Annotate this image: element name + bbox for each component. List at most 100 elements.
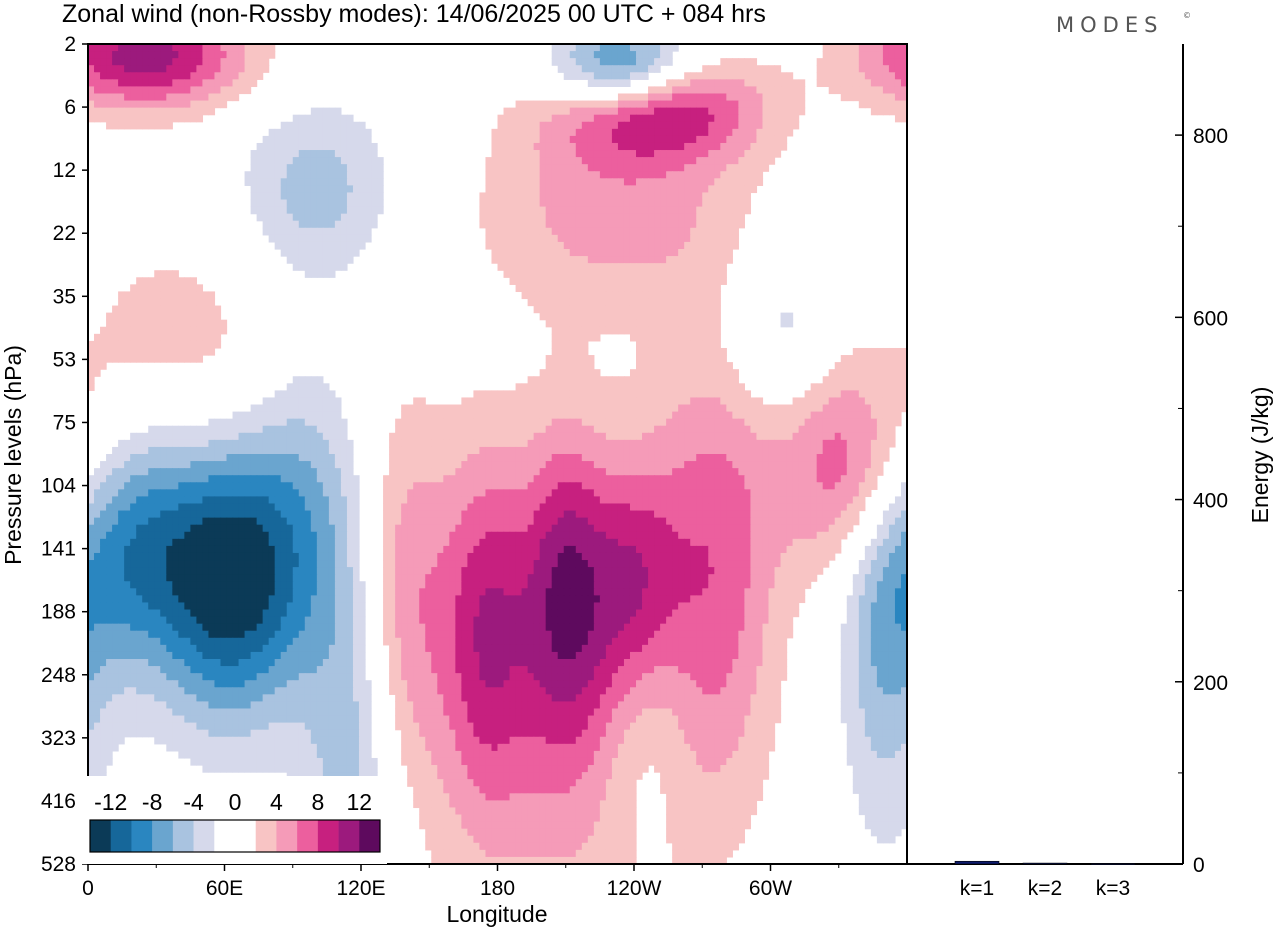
heatmap-cell bbox=[666, 227, 673, 236]
heatmap-cell bbox=[100, 482, 107, 490]
heatmap-cell bbox=[172, 461, 179, 469]
heatmap-cell bbox=[810, 404, 818, 413]
heatmap-cell bbox=[696, 263, 703, 271]
heatmap-cell bbox=[286, 503, 294, 512]
heatmap-cell bbox=[828, 496, 836, 505]
heatmap-cell bbox=[449, 475, 456, 483]
heatmap-cell bbox=[840, 468, 848, 476]
heatmap-cell bbox=[395, 425, 402, 434]
heatmap-cell bbox=[732, 376, 739, 384]
heatmap-cell bbox=[587, 142, 595, 151]
heatmap-cell bbox=[792, 425, 800, 434]
heatmap-cell bbox=[328, 425, 336, 434]
heatmap-cell bbox=[527, 185, 535, 194]
heatmap-cell bbox=[642, 305, 649, 314]
heatmap-cell bbox=[780, 439, 788, 448]
heatmap-cell bbox=[666, 333, 673, 342]
heatmap-cell bbox=[575, 489, 583, 498]
heatmap-cell bbox=[642, 411, 649, 420]
heatmap-cell bbox=[262, 461, 270, 469]
heatmap-cell bbox=[316, 468, 324, 476]
heatmap-cell bbox=[154, 340, 161, 349]
heatmap-cell bbox=[617, 439, 625, 448]
heatmap-cell bbox=[672, 199, 679, 208]
heatmap-cell bbox=[280, 135, 288, 144]
heatmap-cell bbox=[708, 425, 715, 434]
heatmap-cell bbox=[563, 185, 571, 194]
heatmap-cell bbox=[611, 425, 619, 434]
heatmap-cell bbox=[232, 475, 240, 483]
heatmap-cell bbox=[485, 439, 493, 448]
heatmap-cell bbox=[413, 496, 420, 505]
heatmap-cell bbox=[882, 355, 890, 363]
heatmap-cell bbox=[581, 107, 589, 116]
heatmap-cell bbox=[563, 157, 571, 165]
heatmap-cell bbox=[870, 432, 878, 441]
heatmap-cell bbox=[599, 249, 607, 257]
heatmap-cell bbox=[166, 291, 173, 300]
heatmap-cell bbox=[629, 249, 637, 257]
heatmap-cell bbox=[726, 362, 733, 370]
heatmap-cell bbox=[256, 425, 264, 434]
heatmap-cell bbox=[666, 263, 673, 271]
heatmap-cell bbox=[280, 404, 288, 413]
heatmap-cell bbox=[256, 51, 264, 59]
heatmap-cell bbox=[262, 157, 270, 165]
heatmap-cell bbox=[274, 397, 282, 406]
heatmap-cell bbox=[226, 468, 234, 476]
heatmap-cell bbox=[684, 142, 691, 151]
heatmap-cell bbox=[286, 510, 294, 519]
heatmap-cell bbox=[852, 383, 860, 391]
heatmap-cell bbox=[208, 496, 216, 505]
heatmap-cell bbox=[160, 468, 167, 476]
heatmap-cell bbox=[750, 475, 758, 483]
heatmap-cell bbox=[623, 298, 631, 307]
heatmap-cell bbox=[274, 510, 282, 519]
heatmap-cell bbox=[358, 128, 366, 137]
heatmap-cell bbox=[774, 107, 782, 116]
heatmap-cell bbox=[485, 220, 493, 229]
heatmap-cell bbox=[690, 319, 697, 328]
heatmap-cell bbox=[738, 93, 745, 102]
heatmap-cell bbox=[220, 326, 228, 335]
heatmap-cell bbox=[184, 284, 191, 293]
heatmap-cell bbox=[569, 446, 577, 455]
heatmap-cell bbox=[533, 249, 541, 257]
heatmap-cell bbox=[545, 319, 553, 328]
heatmap-cell bbox=[810, 482, 818, 490]
heatmap-cell bbox=[190, 468, 197, 476]
heatmap-cell bbox=[617, 461, 625, 469]
heatmap-cell bbox=[623, 100, 631, 109]
heatmap-cell bbox=[894, 496, 902, 505]
heatmap-cell bbox=[642, 362, 649, 370]
heatmap-cell bbox=[605, 241, 613, 250]
heatmap-cell bbox=[232, 86, 240, 95]
heatmap-cell bbox=[527, 503, 535, 512]
heatmap-cell bbox=[521, 284, 529, 293]
heatmap-cell bbox=[539, 171, 547, 179]
heatmap-cell bbox=[569, 439, 577, 448]
heatmap-cell bbox=[485, 446, 493, 455]
heatmap-cell bbox=[196, 44, 204, 52]
heatmap-cell bbox=[810, 439, 818, 448]
heatmap-cell bbox=[545, 404, 553, 413]
heatmap-cell bbox=[708, 121, 715, 130]
heatmap-cell bbox=[539, 305, 547, 314]
heatmap-cell bbox=[762, 432, 770, 441]
heatmap-cell bbox=[88, 107, 95, 116]
heatmap-cell bbox=[636, 355, 643, 363]
heatmap-cell bbox=[852, 86, 860, 95]
heatmap-cell bbox=[623, 383, 631, 391]
heatmap-cell bbox=[232, 72, 240, 80]
heatmap-cell bbox=[720, 362, 727, 370]
heatmap-cell bbox=[593, 461, 601, 469]
heatmap-cell bbox=[720, 383, 727, 391]
heatmap-cell bbox=[648, 135, 655, 144]
heatmap-cell bbox=[636, 291, 643, 300]
heatmap-cell bbox=[521, 404, 529, 413]
heatmap-cell bbox=[262, 475, 270, 483]
heatmap-cell bbox=[714, 157, 721, 165]
heatmap-cell bbox=[166, 454, 173, 462]
heatmap-cell bbox=[786, 319, 794, 328]
heatmap-cell bbox=[268, 461, 276, 469]
